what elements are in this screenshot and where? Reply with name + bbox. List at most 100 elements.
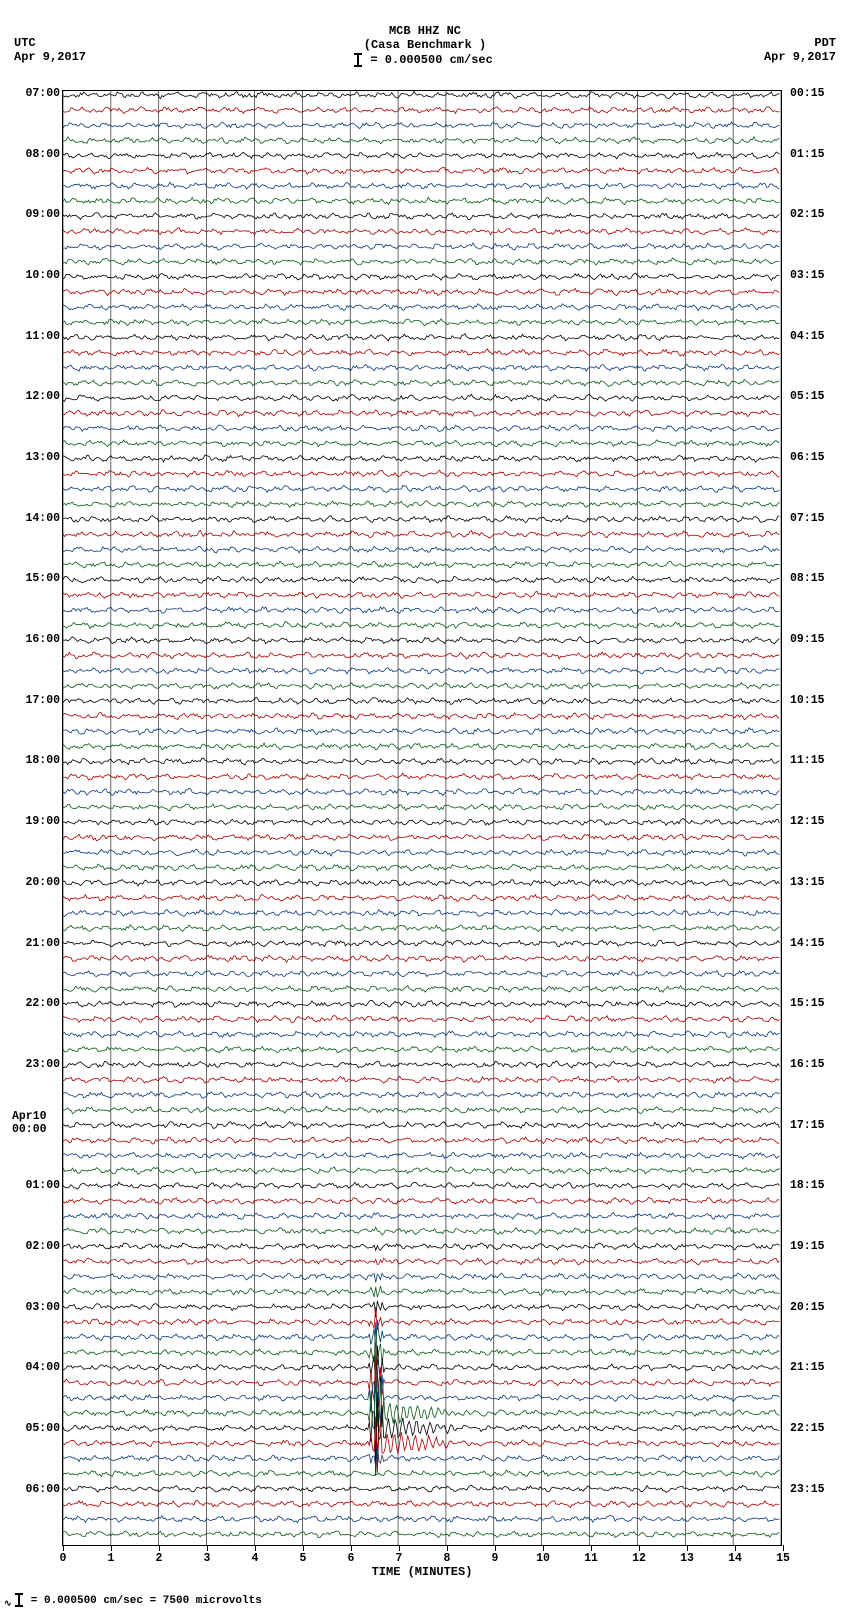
trace-row <box>63 394 779 401</box>
trace-row <box>63 652 779 659</box>
station-name: (Casa Benchmark ) <box>0 38 850 52</box>
trace-row <box>63 804 779 811</box>
left-time-label: 15:00 <box>6 572 60 585</box>
x-tick-label: 9 <box>492 1552 499 1565</box>
x-tick-label: 2 <box>156 1552 163 1565</box>
trace-row <box>63 1286 779 1297</box>
left-time-label: 09:00 <box>6 208 60 221</box>
trace-row <box>63 668 779 674</box>
trace-row <box>63 864 779 871</box>
trace-row <box>63 743 779 750</box>
right-time-label: 12:15 <box>790 815 844 828</box>
x-tick-mark <box>495 1545 496 1551</box>
trace-row <box>63 273 779 280</box>
trace-row <box>63 379 779 386</box>
left-time-label: 01:00 <box>6 1179 60 1192</box>
x-tick-mark <box>591 1545 592 1551</box>
scale-text: = 0.000500 cm/sec <box>370 53 492 67</box>
left-time-label: 05:00 <box>6 1422 60 1435</box>
right-time-label: 13:15 <box>790 876 844 889</box>
x-axis-label: TIME (MINUTES) <box>372 1565 473 1579</box>
x-tick-label: 11 <box>584 1552 598 1565</box>
left-time-label: 07:00 <box>6 87 60 100</box>
right-time-label: 17:15 <box>790 1119 844 1132</box>
right-time-label: 08:15 <box>790 572 844 585</box>
trace-row <box>63 485 779 492</box>
right-time-label: 21:15 <box>790 1361 844 1374</box>
x-tick-label: 1 <box>108 1552 115 1565</box>
trace-row <box>63 773 779 780</box>
x-tick-mark <box>111 1545 112 1551</box>
x-tick-label: 14 <box>728 1552 742 1565</box>
trace-row <box>63 546 779 553</box>
trace-row <box>63 697 779 704</box>
right-time-label: 19:15 <box>790 1240 844 1253</box>
trace-row <box>63 167 779 174</box>
trace-row <box>63 1137 779 1144</box>
trace-row <box>63 970 779 977</box>
x-tick-label: 7 <box>396 1552 403 1565</box>
right-time-label: 15:15 <box>790 997 844 1010</box>
right-time-label: 05:15 <box>790 390 844 403</box>
trace-row <box>63 576 779 583</box>
left-time-label: 19:00 <box>6 815 60 828</box>
footer-scale: ∿ = 0.000500 cm/sec = 7500 microvolts <box>4 1593 262 1609</box>
trace-row <box>63 501 779 508</box>
trace-row <box>63 1392 779 1476</box>
trace-row <box>63 530 779 538</box>
trace-row <box>63 1500 779 1507</box>
left-time-label: 02:00 <box>6 1240 60 1253</box>
trace-row <box>63 1258 779 1265</box>
trace-row <box>63 879 779 886</box>
trace-row <box>63 243 779 250</box>
trace-row <box>63 819 779 826</box>
left-time-label: 16:00 <box>6 633 60 646</box>
x-tick-mark <box>543 1545 544 1551</box>
trace-row <box>63 1273 779 1282</box>
amplitude-scale: = 0.000500 cm/sec <box>0 53 850 68</box>
trace-row <box>63 319 779 326</box>
x-tick-label: 5 <box>300 1552 307 1565</box>
x-tick-mark <box>735 1545 736 1551</box>
trace-row <box>63 895 779 902</box>
trace-row <box>63 1485 779 1492</box>
trace-row <box>63 1106 779 1113</box>
trace-row <box>63 1470 779 1477</box>
seismogram-plot: TIME (MINUTES) 0123456789101112131415 <box>62 90 782 1546</box>
x-tick-mark <box>303 1545 304 1551</box>
trace-row <box>63 364 779 371</box>
left-time-label: 10:00 <box>6 269 60 282</box>
trace-row <box>63 849 779 856</box>
x-tick-mark <box>255 1545 256 1551</box>
trace-row <box>63 607 779 614</box>
header: MCB HHZ NC (Casa Benchmark ) = 0.000500 … <box>0 24 850 67</box>
trace-row <box>63 1197 779 1204</box>
right-time-label: 11:15 <box>790 754 844 767</box>
trace-row <box>63 288 779 295</box>
trace-row <box>63 425 779 432</box>
footer-text: = 0.000500 cm/sec = 7500 microvolts <box>31 1595 262 1607</box>
right-time-label: 00:15 <box>790 87 844 100</box>
tz-left-code: UTC <box>14 36 86 50</box>
left-time-label: 08:00 <box>6 148 60 161</box>
x-tick-label: 12 <box>632 1552 646 1565</box>
trace-row <box>63 470 779 477</box>
timezone-left: UTC Apr 9,2017 <box>14 36 86 64</box>
x-tick-label: 8 <box>444 1552 451 1565</box>
date-break-label: Apr1000:00 <box>12 1110 47 1136</box>
trace-row <box>63 197 779 204</box>
tz-left-date: Apr 9,2017 <box>14 50 86 64</box>
trace-row <box>63 1213 779 1220</box>
trace-row <box>63 637 779 644</box>
trace-row <box>63 182 779 189</box>
trace-row <box>63 1000 779 1007</box>
trace-row <box>63 1417 779 1472</box>
trace-row <box>63 713 779 720</box>
right-time-label: 10:15 <box>790 694 844 707</box>
trace-row <box>63 107 779 114</box>
right-time-label: 18:15 <box>790 1179 844 1192</box>
x-tick-mark <box>351 1545 352 1551</box>
right-time-label: 02:15 <box>790 208 844 221</box>
trace-row <box>63 909 779 916</box>
left-time-label: 12:00 <box>6 390 60 403</box>
